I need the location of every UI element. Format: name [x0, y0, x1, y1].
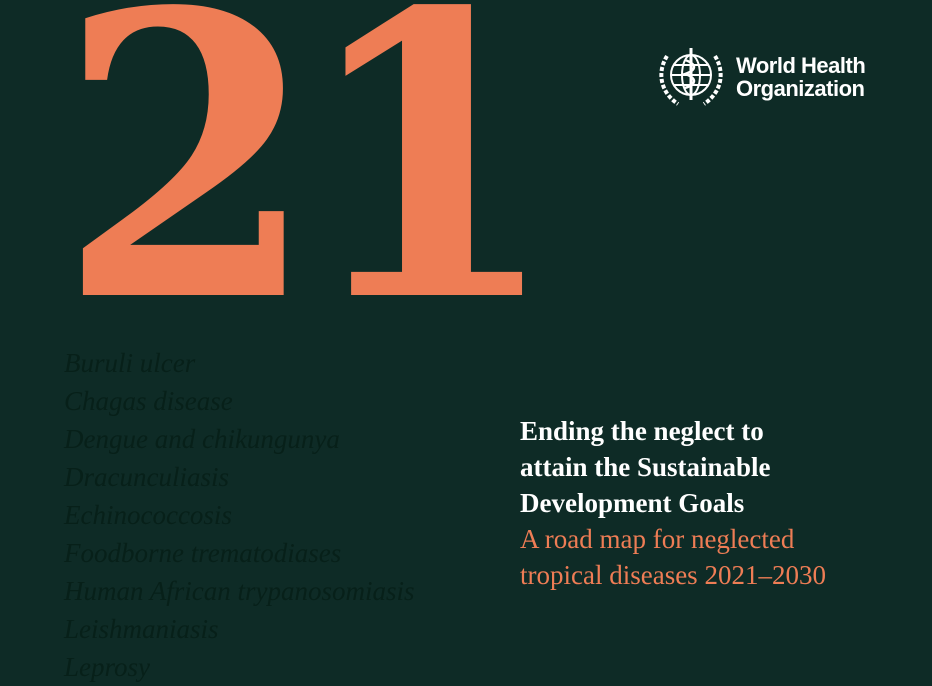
list-item: Human African trypanosomiasis [64, 576, 415, 606]
cover-number: 21 [58, 0, 559, 388]
list-item: Echinococcosis [64, 500, 232, 530]
who-emblem-icon [659, 48, 723, 106]
who-logo: World Health Organization [654, 44, 866, 110]
title-line: Ending the neglect to [520, 416, 764, 446]
list-item: Chagas disease [64, 386, 233, 416]
list-item: Dengue and chikungunya [64, 424, 340, 454]
document-title: Ending the neglect to attain the Sustain… [520, 413, 826, 593]
list-item: Leishmaniasis [64, 614, 219, 644]
list-item: Leprosy [64, 652, 150, 682]
list-item: Buruli ulcer [64, 348, 196, 378]
title-line: Development Goals [520, 488, 745, 518]
list-item: Dracunculiasis [64, 462, 229, 492]
subtitle-line: tropical diseases 2021–2030 [520, 560, 826, 590]
disease-list: Buruli ulcer Chagas disease Dengue and c… [64, 344, 415, 686]
subtitle-line: A road map for neglected [520, 524, 795, 554]
logo-line2: Organization [736, 76, 865, 101]
logo-line1: World Health [736, 53, 866, 78]
title-line: attain the Sustainable [520, 452, 771, 482]
list-item: Foodborne trematodiases [64, 538, 342, 568]
